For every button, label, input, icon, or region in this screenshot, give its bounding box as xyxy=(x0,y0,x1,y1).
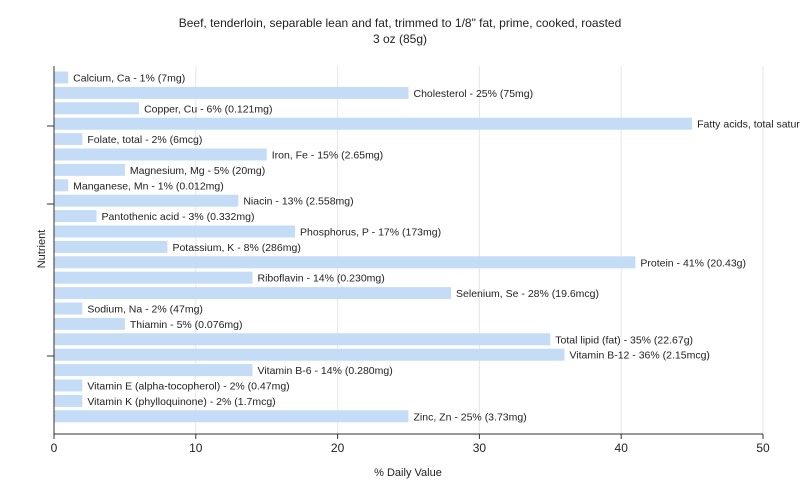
bar-label: Zinc, Zn - 25% (3.73mg) xyxy=(414,411,527,423)
bar-label: Vitamin E (alpha-tocopherol) - 2% (0.47m… xyxy=(87,381,289,393)
bar xyxy=(54,287,452,300)
bar-label: Iron, Fe - 15% (2.65mg) xyxy=(272,150,383,162)
bar xyxy=(54,133,83,146)
chart-subtitle: 3 oz (85g) xyxy=(372,32,428,46)
bar-label: Vitamin K (phylloquinone) - 2% (1.7mcg) xyxy=(87,396,275,408)
chart-title: Beef, tenderloin, separable lean and fat… xyxy=(0,15,800,47)
x-tick-label: 30 xyxy=(473,441,487,455)
axes: 0 10 20 30 40 50 xyxy=(47,66,770,455)
bar xyxy=(54,379,83,392)
x-tick-label: 40 xyxy=(615,441,629,455)
bar-label: Pantothenic acid - 3% (0.332mg) xyxy=(102,211,255,223)
x-tick-label: 0 xyxy=(51,441,58,455)
bar xyxy=(54,194,239,207)
bar xyxy=(54,163,125,176)
bar-label: Sodium, Na - 2% (47mg) xyxy=(87,304,203,316)
bar-label: Folate, total - 2% (6mcg) xyxy=(87,134,202,146)
bar-label: Calcium, Ca - 1% (7mg) xyxy=(73,73,185,85)
bar xyxy=(54,71,69,84)
bar-label: Thiamin - 5% (0.076mg) xyxy=(130,319,243,331)
bar-label: Vitamin B-6 - 14% (0.280mg) xyxy=(258,365,393,377)
x-tick-label: 20 xyxy=(331,441,345,455)
bar-label: Copper, Cu - 6% (0.121mg) xyxy=(144,103,272,115)
bar-label: Vitamin B-12 - 36% (2.15mcg) xyxy=(569,350,709,362)
y-axis-label: Nutrient xyxy=(36,230,48,269)
bar xyxy=(54,148,267,161)
bar xyxy=(54,86,409,99)
bar xyxy=(54,240,168,253)
bar xyxy=(54,271,253,284)
bars: Calcium, Ca - 1% (7mg) Cholesterol - 25% … xyxy=(54,71,800,423)
bar xyxy=(54,102,140,115)
bar xyxy=(54,210,97,223)
bar-label: Fatty acids, total saturated - 45% (9.03… xyxy=(697,119,800,131)
bar xyxy=(54,317,125,330)
bar-label: Potassium, K - 8% (286mg) xyxy=(172,242,300,254)
bar xyxy=(54,117,693,130)
bar-label: Phosphorus, P - 17% (173mg) xyxy=(300,227,441,239)
bar xyxy=(54,179,69,192)
bar xyxy=(54,333,551,346)
bar xyxy=(54,302,83,315)
bar xyxy=(54,394,83,407)
bar xyxy=(54,364,253,377)
bar-label: Protein - 41% (20.43g) xyxy=(640,257,746,269)
bar-label: Niacin - 13% (2.558mg) xyxy=(243,196,353,208)
bar-label: Riboflavin - 14% (0.230mg) xyxy=(258,273,385,285)
bar xyxy=(54,348,565,361)
x-tick-label: 50 xyxy=(756,441,770,455)
bar xyxy=(54,256,636,269)
bar-label: Total lipid (fat) - 35% (22.67g) xyxy=(555,334,693,346)
chart-title-main: Beef, tenderloin, separable lean and fat… xyxy=(178,16,622,30)
bar-label: Selenium, Se - 28% (19.6mcg) xyxy=(456,288,599,300)
bar-label: Cholesterol - 25% (75mg) xyxy=(414,88,534,100)
bar-label: Magnesium, Mg - 5% (20mg) xyxy=(130,165,265,177)
x-tick-label: 10 xyxy=(189,441,203,455)
x-axis-label: % Daily Value xyxy=(374,467,442,479)
bar xyxy=(54,410,409,423)
bar-label: Manganese, Mn - 1% (0.012mg) xyxy=(73,180,224,192)
bar xyxy=(54,225,296,238)
